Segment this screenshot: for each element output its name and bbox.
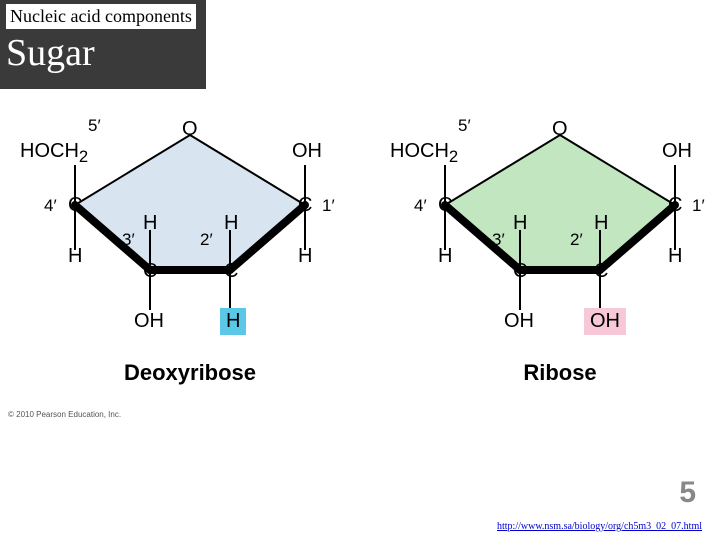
diagram-area: O C C C C HOCH2 OH H H H H OH H 5′ 4′ 3′… <box>0 110 720 440</box>
sugar-ribose: O C C C C HOCH2 OH H H H H OH OH 5′ 4′ 3… <box>400 110 720 420</box>
pos-3: 3′ <box>492 230 505 250</box>
header-box: Nucleic acid components Sugar <box>0 0 206 89</box>
atom-OH-c3: OH <box>504 310 534 333</box>
highlight-deoxy: H <box>220 308 246 335</box>
pos-1: 1′ <box>692 196 705 216</box>
pos-5: 5′ <box>88 116 101 136</box>
atom-OH-c1: OH <box>662 140 692 163</box>
highlight-ribose: OH <box>584 308 626 335</box>
atom-O: O <box>182 118 198 141</box>
caption-ribose: Ribose <box>400 360 720 386</box>
pos-4: 4′ <box>414 196 427 216</box>
atom-C4: C <box>68 194 82 217</box>
atom-HOCH2: HOCH2 <box>390 140 458 167</box>
atom-OH-c1: OH <box>292 140 322 163</box>
sugar-deoxyribose: O C C C C HOCH2 OH H H H H OH H 5′ 4′ 3′… <box>30 110 350 420</box>
pos-4: 4′ <box>44 196 57 216</box>
atom-H-c2up: H <box>224 212 238 235</box>
pos-3: 3′ <box>122 230 135 250</box>
atom-H-c2up: H <box>594 212 608 235</box>
page-number: 5 <box>679 476 696 510</box>
atom-O: O <box>552 118 568 141</box>
atom-H-c1: H <box>298 245 312 268</box>
header-subtitle: Nucleic acid components <box>6 4 196 29</box>
atom-C3: C <box>513 260 527 283</box>
atom-C1: C <box>668 194 682 217</box>
atom-HOCH2: HOCH2 <box>20 140 88 167</box>
atom-C4: C <box>438 194 452 217</box>
atom-H-c3up: H <box>143 212 157 235</box>
source-link[interactable]: http://www.nsm.sa/biology/org/ch5m3_02_0… <box>497 521 702 532</box>
atom-C3: C <box>143 260 157 283</box>
atom-C2: C <box>594 260 608 283</box>
atom-H-c1: H <box>668 245 682 268</box>
atom-OH-c3: OH <box>134 310 164 333</box>
pos-2: 2′ <box>200 230 213 250</box>
atom-H-c3up: H <box>513 212 527 235</box>
header-title: Sugar <box>6 29 196 77</box>
atom-H-c4: H <box>438 245 452 268</box>
copyright-text: © 2010 Pearson Education, Inc. <box>8 410 121 419</box>
pos-2: 2′ <box>570 230 583 250</box>
atom-C2: C <box>224 260 238 283</box>
caption-deoxy: Deoxyribose <box>30 360 350 386</box>
atom-H-c4: H <box>68 245 82 268</box>
atom-C1: C <box>298 194 312 217</box>
pos-5: 5′ <box>458 116 471 136</box>
pos-1: 1′ <box>322 196 335 216</box>
